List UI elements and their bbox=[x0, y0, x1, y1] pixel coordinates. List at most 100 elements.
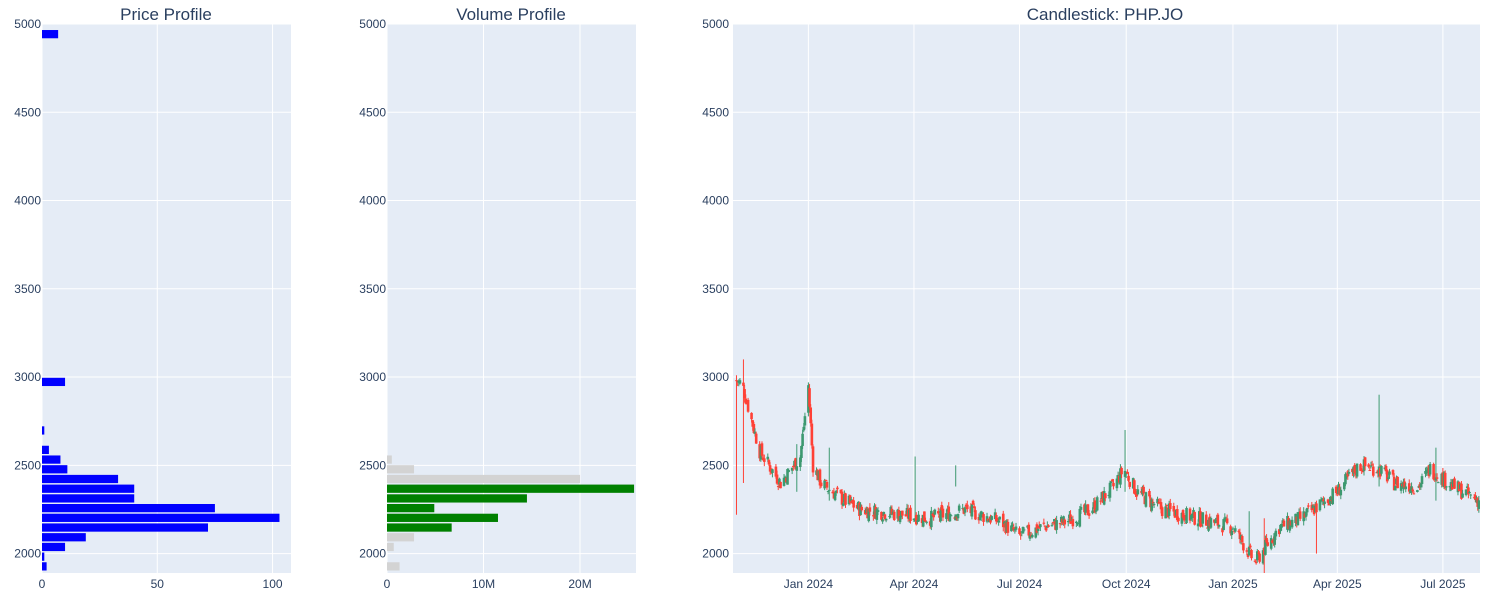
candle-body-up bbox=[978, 515, 982, 521]
candle-body-up bbox=[981, 512, 984, 515]
volume-profile-bar bbox=[387, 484, 635, 493]
candle-body-down bbox=[1204, 514, 1208, 526]
volume-profile-panel: 2000 2500 3000 3500 4000 4500 5000 0 10M 20M bbox=[359, 17, 636, 591]
candle-body-down bbox=[1099, 500, 1103, 502]
price-x-tick-label: 100 bbox=[263, 577, 283, 591]
candle-body-down bbox=[904, 514, 908, 517]
candle-body-down bbox=[1266, 542, 1270, 546]
candle-body-up bbox=[1323, 501, 1326, 505]
candle-body-up bbox=[1434, 477, 1438, 481]
candle-body-up bbox=[1342, 482, 1346, 490]
candle-body-down bbox=[860, 506, 864, 511]
candle-body-up bbox=[1468, 492, 1471, 494]
candle-body-up bbox=[826, 490, 830, 492]
candle-body-down bbox=[1385, 470, 1389, 482]
candle-body-down bbox=[1120, 467, 1123, 475]
volume-profile-bar bbox=[387, 503, 435, 513]
candle-body-up bbox=[1445, 486, 1448, 488]
candle-body-up bbox=[1075, 521, 1078, 524]
candle-body-up bbox=[1331, 488, 1334, 505]
candle-body-down bbox=[1384, 465, 1388, 472]
candle-body-down bbox=[1160, 507, 1164, 517]
candle-body-down bbox=[1237, 530, 1241, 532]
candle-body-down bbox=[1018, 528, 1021, 534]
candle-body-down bbox=[901, 510, 904, 516]
candle-y-tick-label: 5000 bbox=[702, 17, 729, 31]
volume-x-tick-label: 0 bbox=[384, 577, 391, 591]
candle-body-down bbox=[1346, 471, 1350, 477]
price-profile-bar bbox=[42, 542, 66, 552]
candle-body-down bbox=[1396, 476, 1399, 489]
candle-body-down bbox=[1184, 522, 1187, 524]
volume-y-tick-label: 4500 bbox=[359, 105, 386, 119]
candle-body-up bbox=[1290, 519, 1294, 528]
candle-body-up bbox=[957, 505, 961, 511]
candle-body-up bbox=[1420, 476, 1424, 485]
candle-body-down bbox=[1110, 479, 1114, 482]
candle-body-up bbox=[1304, 511, 1308, 517]
candle-body-up bbox=[1091, 510, 1094, 514]
candle-body-up bbox=[1464, 489, 1468, 496]
candle-body-up bbox=[1419, 483, 1423, 488]
candle-body-up bbox=[956, 513, 960, 519]
candle-body-up bbox=[827, 489, 831, 491]
candle-body-down bbox=[937, 511, 940, 514]
volume-profile-bar bbox=[387, 455, 392, 464]
candle-body-up bbox=[1436, 482, 1440, 484]
candle-body-up bbox=[823, 480, 826, 489]
candle-body-down bbox=[1216, 514, 1220, 526]
candle-body-down bbox=[1044, 527, 1048, 531]
candle-body-up bbox=[1369, 465, 1373, 467]
candles-group bbox=[735, 359, 1480, 573]
candle-body-up bbox=[1247, 546, 1251, 556]
price-x-tick-label: 50 bbox=[151, 577, 165, 591]
candle-body-up bbox=[1387, 477, 1390, 479]
candle-body-down bbox=[1460, 483, 1463, 499]
candle-body-up bbox=[1084, 504, 1087, 513]
candle-body-down bbox=[1253, 560, 1257, 562]
candle-body-down bbox=[794, 458, 797, 470]
candle-body-up bbox=[898, 516, 902, 523]
candle-body-down bbox=[1175, 509, 1179, 521]
candle-body-up bbox=[1399, 483, 1403, 491]
price-profile-bar bbox=[42, 513, 280, 522]
candle-body-up bbox=[1273, 533, 1276, 545]
candle-body-down bbox=[810, 423, 814, 446]
candle-body-down bbox=[1298, 511, 1302, 519]
candle-body-down bbox=[848, 495, 852, 503]
candle-body-up bbox=[963, 507, 967, 513]
candle-body-up bbox=[1022, 529, 1026, 531]
candle-body-down bbox=[774, 466, 778, 477]
candle-body-up bbox=[841, 503, 845, 506]
candle-body-down bbox=[940, 505, 944, 511]
candle-body-up bbox=[795, 466, 799, 471]
candle-y-tick-label: 2000 bbox=[702, 547, 729, 561]
price-profile-bar bbox=[42, 445, 49, 454]
candle-body-down bbox=[776, 486, 780, 488]
candle-body-down bbox=[892, 511, 896, 520]
candle-x-tick-label: Apr 2024 bbox=[890, 577, 939, 591]
candle-body-down bbox=[1199, 511, 1202, 527]
price-y-tick-label: 5000 bbox=[14, 17, 41, 31]
candle-body-up bbox=[1036, 528, 1040, 531]
candle-body-down bbox=[775, 474, 779, 484]
candle-body-down bbox=[982, 514, 985, 522]
price-profile-bar bbox=[42, 484, 135, 493]
candle-body-down bbox=[1225, 518, 1229, 524]
candle-body-up bbox=[833, 492, 837, 501]
candle-body-down bbox=[880, 511, 883, 520]
candle-body-down bbox=[1245, 550, 1249, 552]
price-profile-bar bbox=[42, 562, 47, 571]
candle-body-down bbox=[1453, 478, 1456, 489]
candle-body-down bbox=[1265, 537, 1268, 543]
candle-body-down bbox=[909, 507, 912, 522]
candle-body-up bbox=[800, 445, 803, 459]
candle-body-up bbox=[1108, 482, 1112, 498]
candle-body-up bbox=[1288, 520, 1292, 531]
candle-body-down bbox=[995, 515, 998, 522]
candle-body-up bbox=[1030, 535, 1034, 538]
volume-profile-bar bbox=[387, 494, 527, 503]
candle-body-up bbox=[1394, 485, 1397, 491]
volume-profile-bar bbox=[387, 465, 415, 474]
